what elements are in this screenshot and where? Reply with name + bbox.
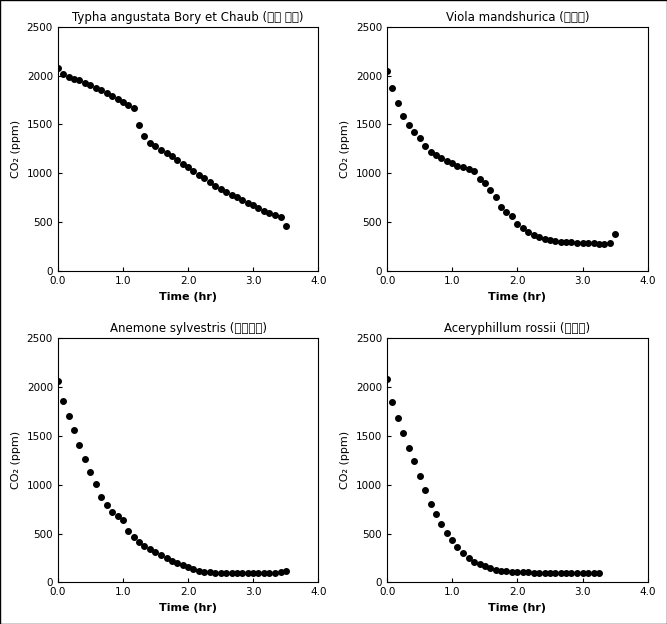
Title: Aceryphillum rossii (돌단풍): Aceryphillum rossii (돌단풍) (444, 323, 590, 336)
X-axis label: Time (hr): Time (hr) (488, 291, 546, 301)
X-axis label: Time (hr): Time (hr) (488, 603, 546, 613)
Y-axis label: CO₂ (ppm): CO₂ (ppm) (340, 431, 350, 489)
Title: Anemone sylvestris (아네모네): Anemone sylvestris (아네모네) (109, 323, 267, 336)
Y-axis label: CO₂ (ppm): CO₂ (ppm) (11, 431, 21, 489)
Title: Viola mandshurica (제비꽃): Viola mandshurica (제비꽃) (446, 11, 589, 24)
X-axis label: Time (hr): Time (hr) (159, 291, 217, 301)
X-axis label: Time (hr): Time (hr) (159, 603, 217, 613)
Y-axis label: CO₂ (ppm): CO₂ (ppm) (340, 120, 350, 178)
Y-axis label: CO₂ (ppm): CO₂ (ppm) (11, 120, 21, 178)
Title: Typha angustata Bory et Chaub (애기 부들): Typha angustata Bory et Chaub (애기 부들) (72, 11, 303, 24)
